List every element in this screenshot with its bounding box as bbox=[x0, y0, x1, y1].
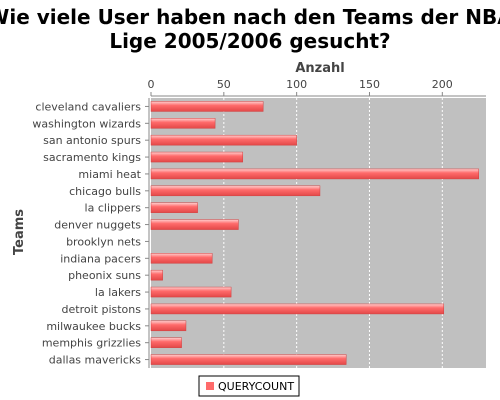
y-tick-label-9: indiana pacers bbox=[60, 252, 141, 265]
x-tick-label-0: 0 bbox=[148, 78, 155, 91]
x-tick-label-100: 100 bbox=[286, 78, 307, 91]
bar-6 bbox=[150, 202, 198, 213]
bar-7 bbox=[150, 219, 239, 230]
y-tick-label-15: dallas mavericks bbox=[49, 354, 142, 367]
y-tick-label-11: la lakers bbox=[95, 286, 141, 299]
y-tick-label-12: detroit pistons bbox=[62, 303, 142, 316]
y-tick-label-14: memphis grizzlies bbox=[42, 337, 141, 350]
bar-3 bbox=[150, 151, 244, 163]
legend-label: QUERYCOUNT bbox=[218, 380, 294, 393]
y-tick-label-0: cleveland cavaliers bbox=[35, 100, 141, 113]
y-tick-label-1: washington wizards bbox=[32, 117, 141, 130]
y-tick-label-3: sacramento kings bbox=[43, 151, 141, 164]
y-tick-label-4: miami heat bbox=[78, 168, 141, 181]
bar-11 bbox=[150, 286, 232, 298]
legend-box bbox=[198, 375, 300, 397]
y-axis-title: Teams bbox=[12, 209, 27, 255]
y-tick-label-10: pheonix suns bbox=[68, 269, 141, 282]
x-tick-label-200: 200 bbox=[432, 78, 453, 91]
y-tick-label-8: brooklyn nets bbox=[66, 235, 141, 248]
bar-2 bbox=[150, 134, 297, 146]
bar-5 bbox=[150, 185, 321, 197]
y-tick-label-6: la clippers bbox=[85, 202, 142, 215]
bar-15 bbox=[150, 354, 347, 365]
bar-4 bbox=[150, 168, 479, 180]
bar-10 bbox=[150, 269, 163, 281]
x-axis-title: Anzahl bbox=[295, 61, 344, 76]
bar-12 bbox=[150, 303, 445, 315]
x-tick-label-50: 50 bbox=[217, 78, 231, 91]
chart-title-line-2: Lige 2005/2006 gesucht? bbox=[109, 29, 390, 53]
bar-13 bbox=[150, 320, 187, 332]
legend: QUERYCOUNT bbox=[198, 375, 300, 397]
plot-area: 0 50 100 150 200 cleveland cavaliers washingto… bbox=[32, 78, 486, 368]
chart-title-line-1: Wie viele User haben nach den Teams der … bbox=[0, 5, 500, 29]
bar-9 bbox=[150, 253, 213, 264]
bar-1 bbox=[150, 118, 216, 129]
y-tick-label-13: milwaukee bucks bbox=[46, 320, 141, 333]
y-tick-label-2: san antonio spurs bbox=[43, 134, 141, 147]
y-tick-label-5: chicago bulls bbox=[69, 185, 141, 198]
bar-0 bbox=[150, 101, 264, 112]
legend-swatch bbox=[206, 382, 214, 390]
y-tick-label-7: denver nuggets bbox=[54, 219, 141, 232]
bar-14 bbox=[150, 337, 182, 348]
x-tick-label-150: 150 bbox=[359, 78, 380, 91]
